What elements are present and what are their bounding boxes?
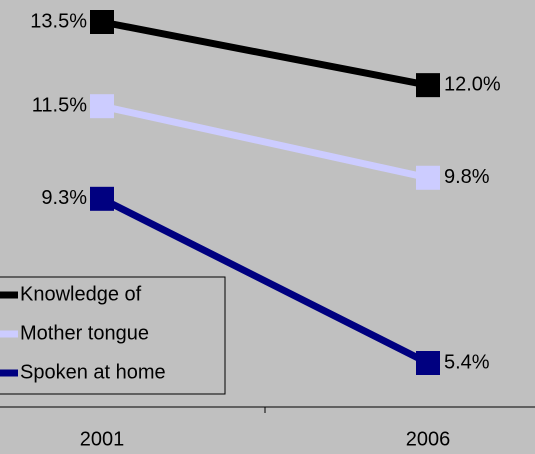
marker [416,351,440,375]
legend-box [0,276,226,395]
data-label: 13.5% [30,10,87,32]
data-label: 5.4% [444,351,490,373]
legend: Knowledge of Mother tongue Spoken at home [0,276,226,395]
series-line [101,102,429,182]
marker [90,186,114,211]
legend-label: Mother tongue [20,322,149,344]
legend-label: Spoken at home [20,361,166,383]
legend-label: Knowledge of [20,283,142,305]
data-label: 12.0% [444,73,501,95]
data-label: 9.3% [41,187,87,209]
series-line [101,18,429,89]
marker [90,94,114,119]
series-line [100,195,430,367]
marker [416,165,440,190]
marker [416,73,440,98]
marker [90,10,114,34]
x-tick-label: 2001 [80,428,125,450]
data-label: 11.5% [32,94,87,116]
data-label: 9.8% [444,166,490,188]
x-tick-label: 2006 [406,428,451,450]
